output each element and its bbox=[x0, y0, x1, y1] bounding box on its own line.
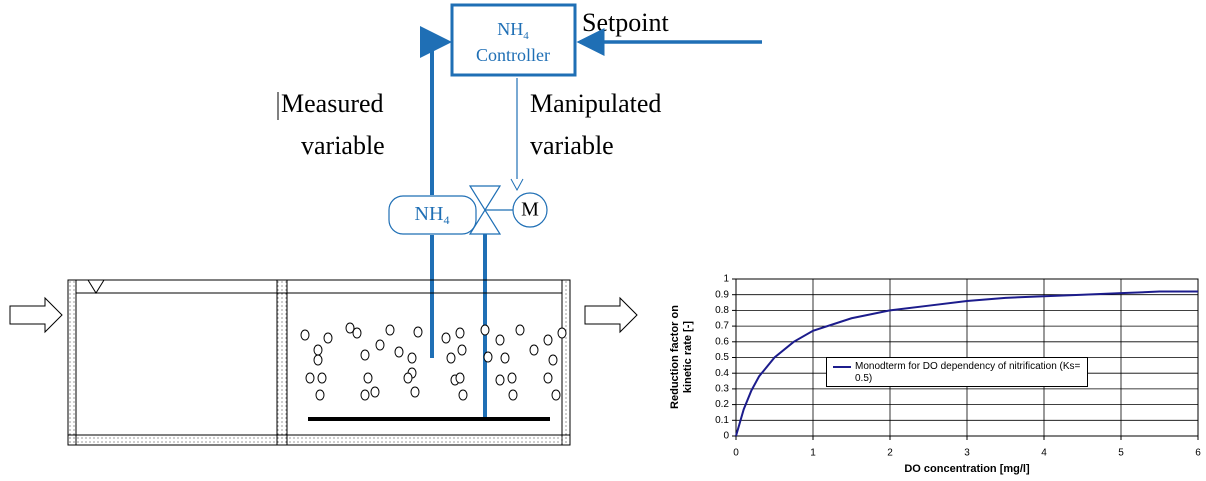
bubble bbox=[317, 372, 327, 384]
y-tick-label: 0.4 bbox=[715, 368, 729, 379]
controller-box bbox=[450, 3, 577, 77]
manipulated-label: variable bbox=[530, 131, 614, 160]
y-tick-label: 0.3 bbox=[715, 384, 729, 395]
x-tick-label: 3 bbox=[964, 448, 970, 459]
bubble bbox=[345, 322, 355, 334]
measured-label: Measured bbox=[281, 89, 384, 118]
legend-label: Monodterm for DO dependency of nitrifica… bbox=[855, 361, 1081, 384]
bubbles bbox=[300, 322, 567, 401]
x-tick-label: 2 bbox=[887, 448, 893, 459]
bubble bbox=[495, 374, 505, 386]
bubble bbox=[446, 352, 456, 364]
bubble bbox=[315, 389, 325, 401]
y-tick-label: 1 bbox=[723, 274, 729, 285]
bubble bbox=[360, 389, 370, 401]
motor bbox=[512, 192, 548, 228]
y-tick-label: 0.1 bbox=[715, 415, 729, 426]
y-tick-label: 0.6 bbox=[715, 336, 729, 347]
measured-label: variable bbox=[301, 131, 385, 160]
bubble bbox=[507, 372, 517, 384]
y-tick-label: 0.5 bbox=[715, 352, 729, 363]
plot-frame bbox=[735, 278, 1199, 437]
x-axis-label: DO concentration [mg/l] bbox=[904, 463, 1030, 475]
sensor-name: NH4 bbox=[415, 203, 450, 227]
bubble bbox=[313, 354, 323, 366]
bubble bbox=[483, 351, 493, 363]
legend-swatch bbox=[833, 366, 851, 368]
x-tick-label: 0 bbox=[733, 448, 739, 459]
y-tick-label: 0.2 bbox=[715, 399, 729, 410]
bubble bbox=[360, 349, 370, 361]
controller-name: NH4 bbox=[497, 19, 529, 41]
bubble bbox=[375, 339, 385, 351]
sensor-box bbox=[388, 195, 477, 235]
x-tick-label: 4 bbox=[1041, 448, 1047, 459]
bubble bbox=[457, 344, 467, 356]
y-axis-label: Reduction factor onkinetic rate [-] bbox=[669, 305, 694, 409]
controller-label: Controller bbox=[476, 45, 550, 65]
bubble bbox=[551, 389, 561, 401]
bubble bbox=[500, 352, 510, 364]
bubble bbox=[543, 372, 553, 384]
bubble bbox=[495, 334, 505, 346]
bubble bbox=[455, 372, 465, 384]
tanks bbox=[9, 279, 638, 446]
x-tick-label: 1 bbox=[810, 448, 816, 459]
y-tick-label: 0.9 bbox=[715, 289, 729, 300]
bubble bbox=[305, 372, 315, 384]
bubble bbox=[515, 324, 525, 336]
y-tick-label: 0.7 bbox=[715, 321, 729, 332]
measured-arrow bbox=[420, 26, 452, 195]
bubble bbox=[413, 326, 423, 338]
bubble bbox=[300, 329, 310, 341]
y-tick-label: 0.8 bbox=[715, 305, 729, 316]
bubble bbox=[363, 372, 373, 384]
bubble bbox=[410, 386, 420, 398]
legend: Monodterm for DO dependency of nitrifica… bbox=[826, 357, 1088, 387]
bubble bbox=[529, 344, 539, 356]
bubble bbox=[543, 334, 553, 346]
bubble bbox=[385, 324, 395, 336]
bubble bbox=[455, 327, 465, 339]
bubble bbox=[407, 352, 417, 364]
x-tick-label: 6 bbox=[1195, 448, 1201, 459]
y-tick-label: 0 bbox=[723, 431, 729, 442]
manipulated-label: Manipulated bbox=[530, 89, 661, 118]
data-line bbox=[735, 290, 1198, 437]
bubble bbox=[458, 389, 468, 401]
bubble bbox=[508, 389, 518, 401]
bubble bbox=[548, 354, 558, 366]
bubble bbox=[441, 332, 451, 344]
x-tick-label: 5 bbox=[1118, 448, 1124, 459]
bubble bbox=[480, 324, 490, 336]
bubble bbox=[352, 327, 362, 339]
bubble bbox=[323, 332, 333, 344]
bubble bbox=[557, 327, 567, 339]
bubble bbox=[403, 372, 413, 384]
bubble bbox=[370, 386, 380, 398]
bubble bbox=[394, 346, 404, 358]
motor-label: M bbox=[521, 199, 539, 221]
